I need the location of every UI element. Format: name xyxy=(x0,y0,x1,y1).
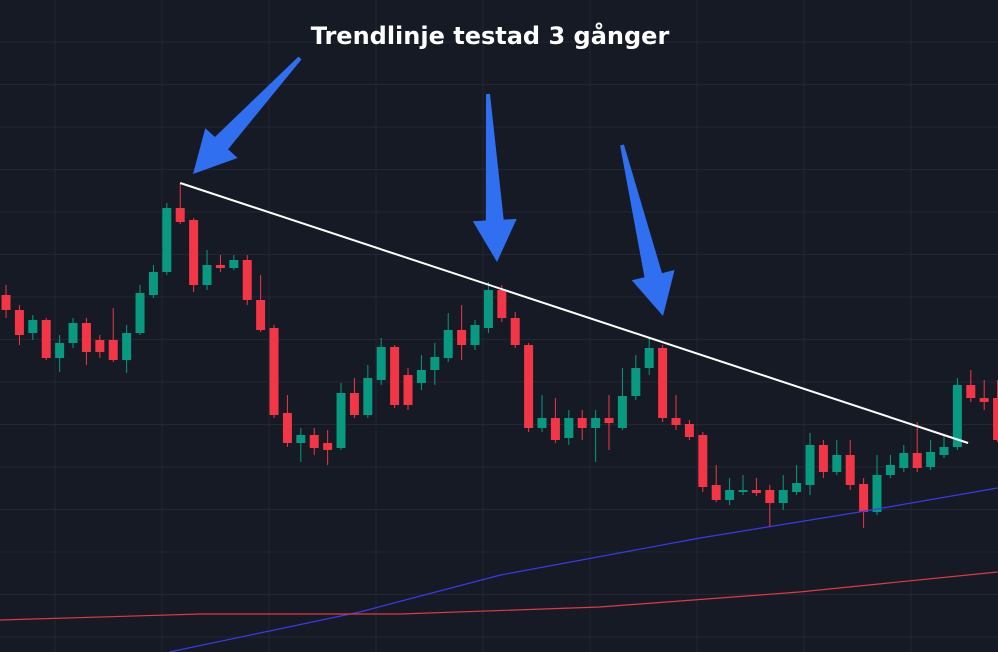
candle-body xyxy=(537,418,547,428)
candle-body xyxy=(95,340,105,352)
line-series xyxy=(179,182,969,444)
candle-body xyxy=(81,323,91,352)
candle-body xyxy=(457,330,467,345)
candle-body xyxy=(416,370,426,383)
candle-body xyxy=(872,475,882,512)
candle-body xyxy=(363,378,373,415)
candle-body xyxy=(497,290,507,318)
candle-body xyxy=(135,293,145,333)
candle-body xyxy=(885,465,895,475)
line-series xyxy=(0,571,998,621)
candle-body xyxy=(470,325,480,345)
candle-body xyxy=(564,418,574,438)
candle-body xyxy=(617,396,627,428)
candle-body xyxy=(202,265,212,285)
candle-body xyxy=(644,348,654,368)
candle-body xyxy=(229,260,239,268)
arrow xyxy=(472,93,517,263)
candle-body xyxy=(738,490,748,492)
candle-body xyxy=(323,443,333,450)
candle-body xyxy=(256,300,266,330)
candle-body xyxy=(591,418,601,428)
candle-body xyxy=(912,453,922,468)
candle-body xyxy=(792,483,802,492)
candle-body xyxy=(832,455,842,472)
candle-body xyxy=(68,323,78,343)
candle-body xyxy=(175,208,185,222)
candle-body xyxy=(148,272,158,295)
candle-body xyxy=(805,445,815,485)
candle-body xyxy=(604,418,614,423)
candle-body xyxy=(282,413,292,443)
arrows xyxy=(193,56,675,316)
candle-body xyxy=(684,424,694,437)
candle-body xyxy=(818,445,828,472)
candle-body xyxy=(859,484,869,512)
candle-body xyxy=(14,310,24,335)
candle-body xyxy=(349,393,359,415)
candle-body xyxy=(671,418,681,425)
candle-body xyxy=(1,295,11,310)
candle-body xyxy=(952,385,962,447)
candle-body xyxy=(993,398,998,440)
candle-body xyxy=(550,418,560,440)
arrow xyxy=(193,56,302,174)
candle-body xyxy=(698,435,708,487)
candle-body xyxy=(108,340,118,360)
candle-body xyxy=(189,220,199,285)
candle-body xyxy=(55,343,65,358)
candle-body xyxy=(765,490,775,503)
candle-body xyxy=(443,330,453,358)
candle-body xyxy=(336,393,346,448)
candle-body xyxy=(778,490,788,503)
candle-body xyxy=(296,435,306,443)
candle-body xyxy=(28,320,38,333)
candle-body xyxy=(242,260,252,300)
candle-body xyxy=(899,453,909,468)
candle-body xyxy=(845,455,855,485)
candle-body xyxy=(41,320,51,358)
candle-body xyxy=(926,452,936,467)
candle-body xyxy=(510,318,520,345)
candle-body xyxy=(403,375,413,405)
candle-body xyxy=(658,348,668,418)
candle-body xyxy=(269,328,279,415)
candle-body xyxy=(577,418,587,428)
line-series xyxy=(169,487,998,652)
candle-body xyxy=(979,398,989,402)
candle-body xyxy=(939,447,949,455)
candle-body xyxy=(162,208,172,272)
candle-body xyxy=(376,347,386,380)
candle-body xyxy=(215,265,225,268)
candle-body xyxy=(725,490,735,500)
candle-body xyxy=(966,385,976,398)
candle-body xyxy=(309,435,319,448)
candle-body xyxy=(751,490,761,493)
candle-body xyxy=(711,485,721,500)
candle-body xyxy=(122,333,132,360)
candle-body xyxy=(430,357,440,370)
arrow xyxy=(620,144,675,316)
candle-body xyxy=(483,290,493,328)
candle-body xyxy=(390,347,400,405)
candle-body xyxy=(524,345,534,428)
annotation: Trendlinje testad 3 gånger xyxy=(311,21,670,50)
candle-body xyxy=(631,368,641,396)
